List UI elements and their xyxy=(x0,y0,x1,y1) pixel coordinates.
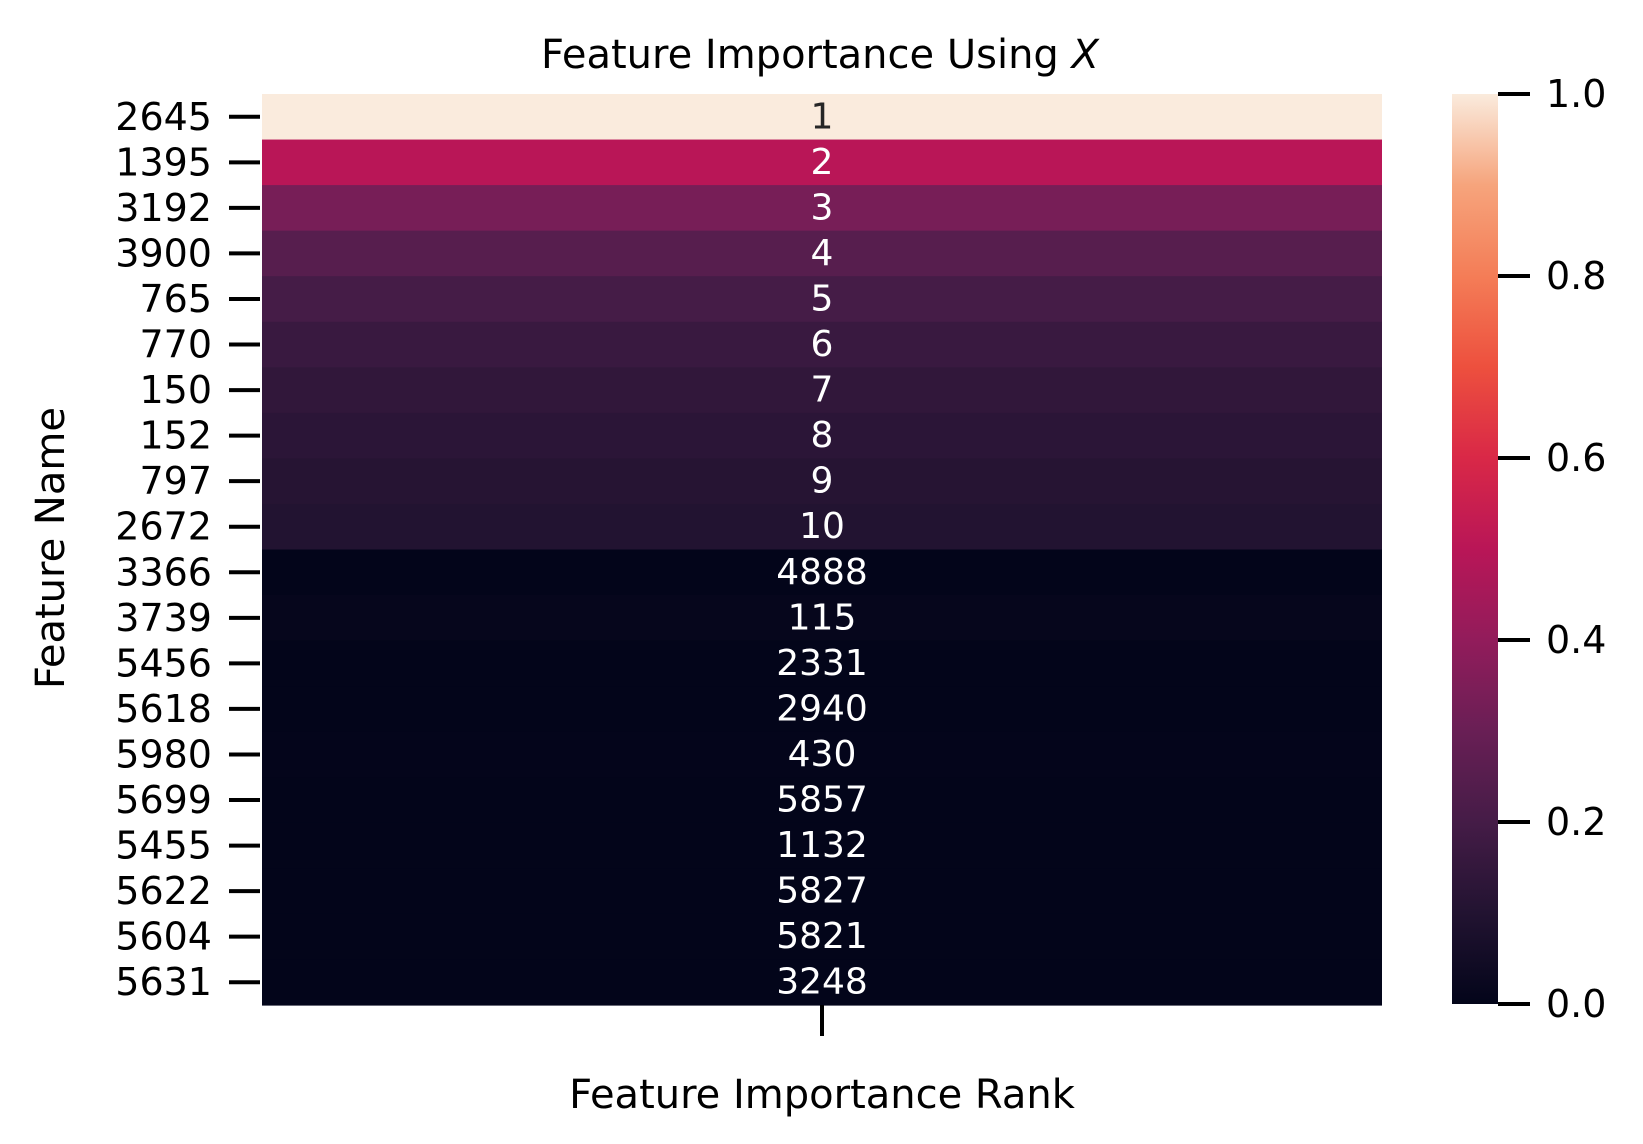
heatmap-cell xyxy=(262,913,1382,961)
colorbar-tick-label: 0.2 xyxy=(1546,800,1606,844)
cell-annotation: 6 xyxy=(811,324,834,365)
y-tick-label: 5455 xyxy=(115,824,212,868)
y-tick-label: 3366 xyxy=(115,550,212,594)
y-tick-label: 5456 xyxy=(115,641,212,685)
chart-title: Feature Importance Using X xyxy=(541,32,1101,78)
cell-annotation: 2331 xyxy=(776,643,868,684)
heatmap-cell xyxy=(262,412,1382,459)
cell-annotation: 8 xyxy=(811,415,834,456)
y-tick-label: 2672 xyxy=(115,505,212,549)
heatmap-cell xyxy=(262,640,1382,687)
y-tick-label: 770 xyxy=(139,323,212,367)
heatmap-cell xyxy=(262,822,1382,869)
cell-annotation: 5857 xyxy=(776,780,868,821)
heatmap-cell xyxy=(262,276,1382,323)
cell-annotation: 5821 xyxy=(776,916,868,957)
y-tick-label: 150 xyxy=(139,368,212,412)
cell-annotation: 4888 xyxy=(776,552,868,593)
cell-annotation: 2940 xyxy=(776,688,868,729)
y-tick-label: 3739 xyxy=(115,596,212,640)
colorbar-tick-label: 0.0 xyxy=(1546,982,1606,1026)
cell-annotation: 1132 xyxy=(776,825,868,866)
heatmap-cell xyxy=(262,549,1382,596)
heatmap-cell xyxy=(262,868,1382,915)
cell-annotation: 9 xyxy=(811,461,834,502)
cell-annotation: 3248 xyxy=(776,962,868,1003)
y-tick-label: 5699 xyxy=(115,778,212,822)
heatmap-cell xyxy=(262,595,1382,642)
heatmap-cell xyxy=(262,230,1382,277)
cell-annotation: 7 xyxy=(811,370,834,411)
cell-annotation: 5827 xyxy=(776,871,868,912)
cell-annotation: 4 xyxy=(811,233,834,274)
x-axis-label: Feature Importance Rank xyxy=(569,1072,1076,1118)
heatmap-cell xyxy=(262,185,1382,232)
heatmap-cell xyxy=(262,686,1382,733)
colorbar-tick-label: 0.8 xyxy=(1546,254,1606,298)
colorbar-tick-label: 0.4 xyxy=(1546,618,1606,662)
colorbar xyxy=(1452,94,1498,1004)
y-tick-label: 5604 xyxy=(115,915,212,959)
y-tick-label: 1395 xyxy=(115,140,212,184)
y-tick-label: 5622 xyxy=(115,869,212,913)
heatmap-cell xyxy=(262,94,1382,141)
y-tick-label: 765 xyxy=(139,277,212,321)
heatmap-cell xyxy=(262,503,1382,551)
y-tick-label: 5618 xyxy=(115,687,212,731)
cell-annotation: 3 xyxy=(811,187,834,228)
colorbar-tick-label: 0.6 xyxy=(1546,436,1606,480)
y-tick-label: 2645 xyxy=(115,95,212,139)
y-tick-label: 797 xyxy=(139,459,212,503)
y-tick-label: 152 xyxy=(139,414,212,458)
cell-annotation: 1 xyxy=(811,96,834,137)
heatmap-cell xyxy=(262,321,1382,368)
heatmap-cell xyxy=(262,367,1382,414)
cell-annotation: 2 xyxy=(811,142,834,183)
colorbar-tick-label: 1.0 xyxy=(1546,72,1606,116)
heatmap-cell xyxy=(262,959,1382,1006)
cell-annotation: 10 xyxy=(799,506,845,547)
cell-annotation: 115 xyxy=(788,597,857,638)
heatmap-cell xyxy=(262,458,1382,505)
heatmap-cell xyxy=(262,777,1382,824)
y-axis-label: Feature Name xyxy=(28,407,74,689)
y-tick-label: 5631 xyxy=(115,960,212,1004)
colorbar-ticks: 0.0 0.2 0.4 0.6 0.8 1.0 xyxy=(1498,72,1606,1026)
cell-annotation: 5 xyxy=(811,278,834,319)
y-axis: 2645139531923900765770150152797267233663… xyxy=(115,95,260,1004)
heatmap-cell xyxy=(262,731,1382,778)
y-tick-label: 3192 xyxy=(115,186,212,230)
cell-annotation: 430 xyxy=(788,734,857,775)
heatmap-cells xyxy=(262,94,1382,1006)
heatmap-cell xyxy=(262,139,1382,186)
y-tick-label: 5980 xyxy=(115,732,212,776)
y-tick-label: 3900 xyxy=(115,231,212,275)
